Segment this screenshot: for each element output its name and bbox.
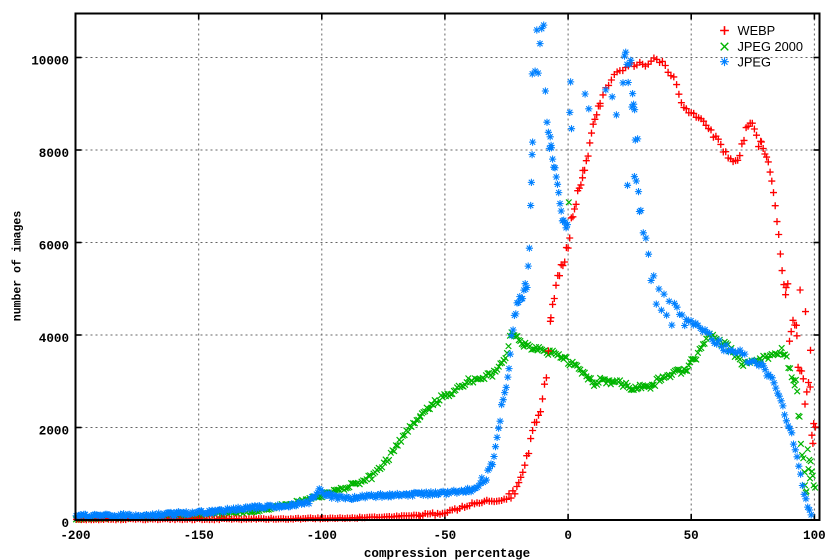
svg-text:4000: 4000 <box>39 332 69 346</box>
svg-text:0: 0 <box>564 529 572 543</box>
svg-text:number of images: number of images <box>12 211 25 322</box>
svg-text:-200: -200 <box>60 529 90 543</box>
svg-text:JPEG 2000: JPEG 2000 <box>738 39 803 54</box>
svg-text:-50: -50 <box>434 529 457 543</box>
svg-text:100: 100 <box>803 529 826 543</box>
svg-text:-100: -100 <box>307 529 337 543</box>
svg-text:0: 0 <box>61 517 69 531</box>
svg-text:2000: 2000 <box>39 425 69 439</box>
svg-text:JPEG: JPEG <box>738 54 771 69</box>
svg-text:50: 50 <box>684 529 699 543</box>
svg-text:-150: -150 <box>184 529 214 543</box>
svg-text:WEBP: WEBP <box>738 23 776 38</box>
svg-text:6000: 6000 <box>39 240 69 254</box>
svg-text:10000: 10000 <box>31 55 69 69</box>
svg-text:8000: 8000 <box>39 147 69 161</box>
svg-text:compression percentage: compression percentage <box>364 547 530 560</box>
